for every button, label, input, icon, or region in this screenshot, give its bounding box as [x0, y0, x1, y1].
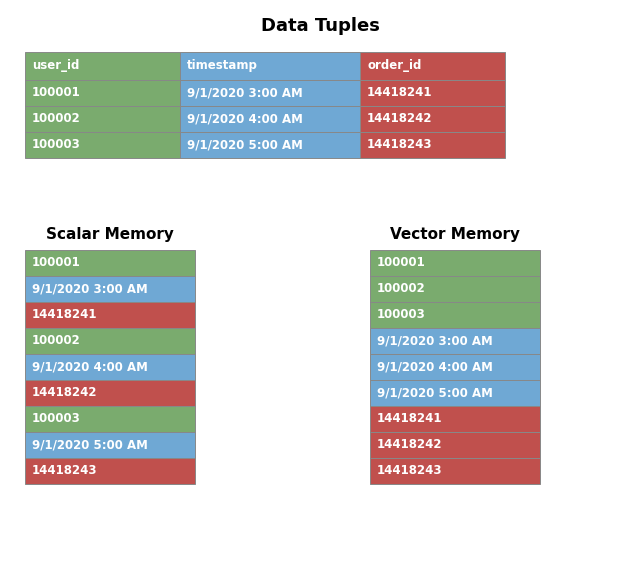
FancyBboxPatch shape: [370, 354, 540, 380]
FancyBboxPatch shape: [25, 302, 195, 328]
FancyBboxPatch shape: [180, 132, 360, 158]
Text: 100001: 100001: [377, 256, 426, 270]
FancyBboxPatch shape: [25, 276, 195, 302]
FancyBboxPatch shape: [25, 406, 195, 432]
Text: 14418241: 14418241: [377, 413, 442, 425]
FancyBboxPatch shape: [180, 106, 360, 132]
Text: 100003: 100003: [32, 138, 81, 152]
Text: 14418241: 14418241: [367, 87, 433, 99]
FancyBboxPatch shape: [25, 52, 180, 80]
FancyBboxPatch shape: [25, 354, 195, 380]
Text: 14418242: 14418242: [367, 112, 433, 125]
Text: 100002: 100002: [32, 112, 81, 125]
Text: 9/1/2020 3:00 AM: 9/1/2020 3:00 AM: [377, 334, 493, 347]
Text: 14418242: 14418242: [377, 438, 442, 451]
FancyBboxPatch shape: [370, 406, 540, 432]
FancyBboxPatch shape: [25, 106, 180, 132]
FancyBboxPatch shape: [25, 132, 180, 158]
Text: 100002: 100002: [32, 334, 81, 347]
Text: 100001: 100001: [32, 87, 81, 99]
Text: 9/1/2020 5:00 AM: 9/1/2020 5:00 AM: [32, 438, 148, 451]
FancyBboxPatch shape: [370, 458, 540, 484]
FancyBboxPatch shape: [360, 52, 505, 80]
FancyBboxPatch shape: [25, 328, 195, 354]
FancyBboxPatch shape: [25, 432, 195, 458]
FancyBboxPatch shape: [25, 80, 180, 106]
Text: timestamp: timestamp: [187, 60, 258, 72]
Text: 9/1/2020 4:00 AM: 9/1/2020 4:00 AM: [187, 112, 303, 125]
FancyBboxPatch shape: [370, 276, 540, 302]
Text: order_id: order_id: [367, 60, 421, 72]
Text: 9/1/2020 5:00 AM: 9/1/2020 5:00 AM: [187, 138, 303, 152]
FancyBboxPatch shape: [180, 80, 360, 106]
FancyBboxPatch shape: [25, 380, 195, 406]
FancyBboxPatch shape: [360, 80, 505, 106]
Text: 14418243: 14418243: [377, 465, 442, 478]
Text: 9/1/2020 4:00 AM: 9/1/2020 4:00 AM: [377, 360, 493, 374]
Text: 9/1/2020 3:00 AM: 9/1/2020 3:00 AM: [32, 283, 148, 296]
Text: 9/1/2020 5:00 AM: 9/1/2020 5:00 AM: [377, 387, 493, 400]
Text: Vector Memory: Vector Memory: [390, 227, 520, 242]
Text: Scalar Memory: Scalar Memory: [46, 227, 174, 242]
Text: Data Tuples: Data Tuples: [260, 17, 380, 35]
FancyBboxPatch shape: [370, 328, 540, 354]
FancyBboxPatch shape: [360, 132, 505, 158]
Text: 100002: 100002: [377, 283, 426, 296]
FancyBboxPatch shape: [25, 250, 195, 276]
FancyBboxPatch shape: [370, 250, 540, 276]
Text: 14418243: 14418243: [367, 138, 433, 152]
FancyBboxPatch shape: [180, 52, 360, 80]
FancyBboxPatch shape: [370, 432, 540, 458]
Text: 14418243: 14418243: [32, 465, 97, 478]
FancyBboxPatch shape: [25, 458, 195, 484]
Text: user_id: user_id: [32, 60, 79, 72]
FancyBboxPatch shape: [370, 380, 540, 406]
Text: 100001: 100001: [32, 256, 81, 270]
Text: 9/1/2020 4:00 AM: 9/1/2020 4:00 AM: [32, 360, 148, 374]
FancyBboxPatch shape: [360, 106, 505, 132]
Text: 14418241: 14418241: [32, 309, 97, 321]
FancyBboxPatch shape: [370, 302, 540, 328]
Text: 14418242: 14418242: [32, 387, 97, 400]
Text: 100003: 100003: [32, 413, 81, 425]
Text: 9/1/2020 3:00 AM: 9/1/2020 3:00 AM: [187, 87, 303, 99]
Text: 100003: 100003: [377, 309, 426, 321]
